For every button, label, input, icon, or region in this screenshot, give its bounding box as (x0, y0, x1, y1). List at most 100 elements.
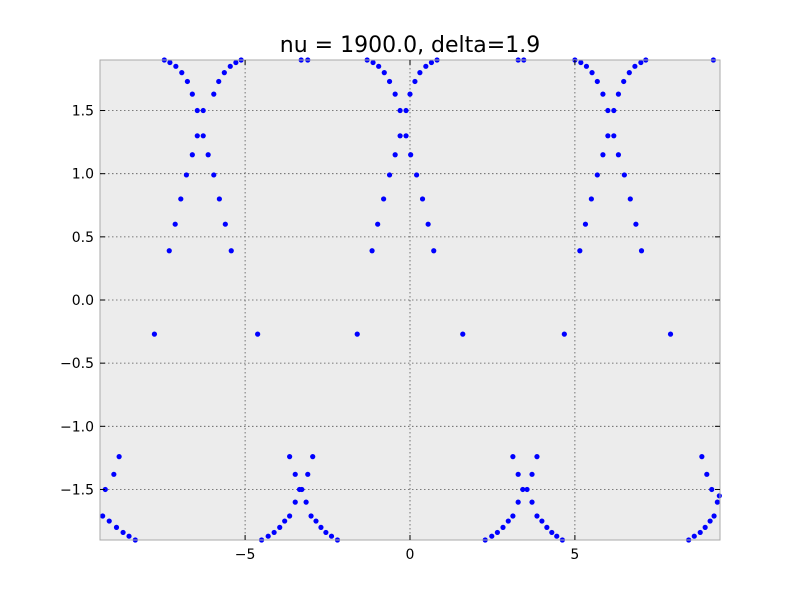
data-point (370, 59, 376, 66)
data-point (106, 518, 112, 524)
data-point (510, 454, 516, 460)
data-point (544, 524, 550, 530)
data-point (716, 493, 722, 499)
y-axis: −1.5 −1.0 −0.5 0.0 0.5 1.0 1.5 (60, 104, 720, 498)
data-point (277, 524, 283, 530)
data-point (633, 221, 639, 227)
data-point (632, 63, 638, 69)
data-point (615, 152, 622, 158)
data-point (313, 518, 319, 524)
data-point (173, 63, 179, 69)
data-point (605, 133, 611, 139)
data-point (189, 152, 195, 158)
data-point (111, 471, 117, 477)
data-point (704, 471, 710, 477)
data-point (305, 471, 311, 477)
data-point (318, 524, 324, 530)
data-point (200, 133, 206, 139)
data-point (397, 107, 403, 114)
data-point (627, 196, 633, 202)
data-point (534, 513, 540, 519)
x-tick-label: 5 (570, 547, 579, 563)
x-axis: −5 0 5 (235, 60, 579, 563)
y-tick-label: −1.0 (60, 419, 94, 435)
data-point (221, 70, 227, 76)
data-point (539, 518, 545, 524)
data-point (216, 196, 222, 202)
data-point (265, 533, 271, 539)
data-point (287, 513, 293, 519)
data-point (205, 152, 211, 158)
data-point (419, 196, 426, 202)
data-point (413, 172, 420, 178)
data-point (554, 533, 560, 539)
data-point (589, 70, 595, 76)
data-point (520, 486, 526, 493)
data-point (529, 499, 535, 505)
data-point (588, 196, 594, 202)
data-point (194, 107, 200, 114)
data-point (328, 533, 335, 539)
data-point (594, 78, 600, 85)
data-point (549, 529, 555, 536)
data-point (638, 248, 645, 254)
data-point (381, 70, 387, 76)
data-point (524, 486, 530, 493)
data-point (702, 524, 708, 530)
data-point (166, 248, 172, 254)
y-tick-label: 0.5 (72, 230, 94, 246)
data-point (100, 513, 106, 519)
data-point (183, 172, 190, 178)
data-point (375, 221, 381, 227)
data-point (216, 78, 222, 85)
y-tick-label: −0.5 (60, 356, 94, 372)
data-point (126, 533, 132, 539)
data-point (292, 499, 298, 505)
data-point (151, 331, 158, 337)
data-point (376, 63, 382, 69)
data-point (714, 499, 720, 505)
data-point (691, 533, 697, 539)
data-point (425, 221, 431, 227)
y-tick-label: −1.5 (60, 482, 94, 498)
data-point (621, 172, 627, 178)
data-point (417, 70, 423, 76)
data-point (397, 133, 403, 139)
data-point (626, 70, 632, 76)
data-point (707, 518, 713, 524)
data-point (255, 331, 261, 337)
data-point (308, 513, 314, 519)
data-point (303, 499, 309, 505)
data-point (431, 248, 437, 254)
data-point (534, 454, 540, 460)
y-tick-label: 1.5 (72, 104, 94, 120)
data-point (428, 59, 435, 66)
x-tick-label: 0 (406, 547, 415, 563)
data-point (510, 513, 516, 519)
data-point (529, 471, 535, 477)
data-point (460, 331, 466, 337)
data-point (711, 513, 717, 519)
data-point (102, 486, 108, 493)
data-point (392, 152, 398, 158)
data-point (227, 63, 233, 69)
data-point (667, 331, 674, 337)
data-point (392, 91, 398, 97)
data-point (172, 221, 178, 227)
data-point (116, 454, 122, 460)
data-point (583, 63, 590, 69)
data-point (386, 172, 393, 178)
data-point (582, 221, 589, 227)
data-point (407, 91, 413, 97)
x-tick-label: −5 (235, 547, 256, 563)
data-point (200, 107, 206, 114)
data-point (578, 59, 584, 66)
data-point (605, 107, 611, 114)
data-point (189, 91, 195, 97)
data-point (709, 486, 715, 493)
data-point (423, 63, 429, 69)
data-point (184, 78, 190, 85)
data-point (500, 524, 506, 530)
